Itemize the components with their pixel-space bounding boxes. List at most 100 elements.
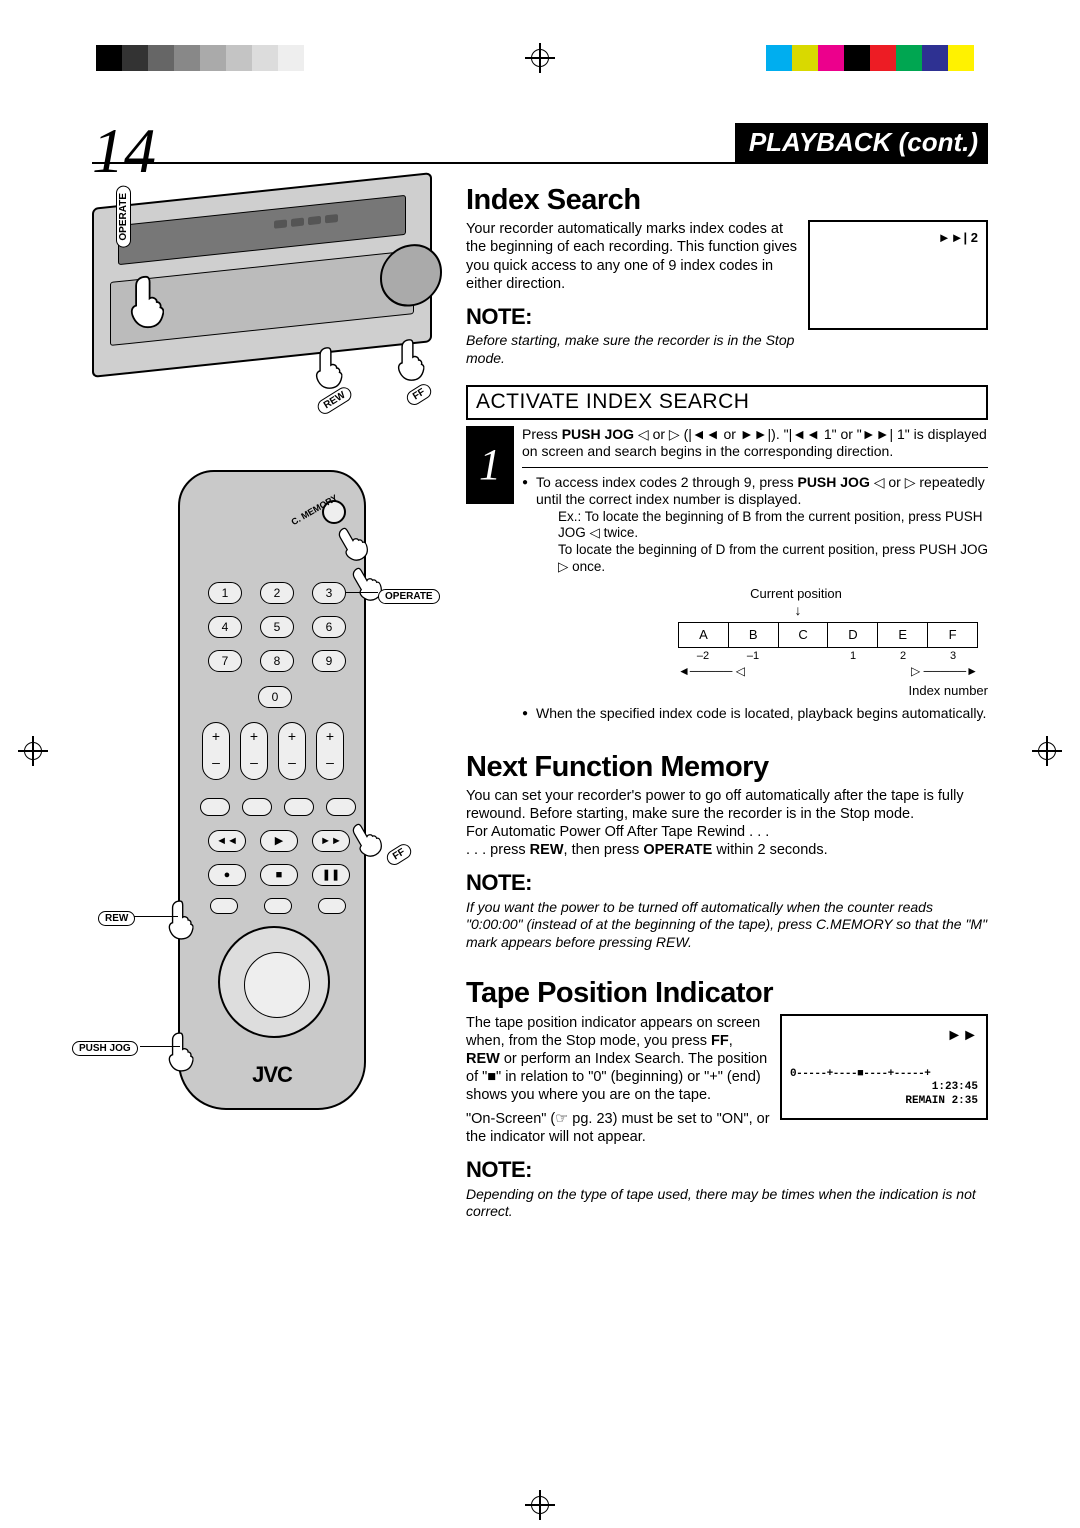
remote-key-0: 0	[258, 686, 292, 708]
hand-icon	[314, 346, 343, 391]
gray-swatch	[278, 45, 304, 71]
color-swatch	[792, 45, 818, 71]
osd-tape-time: 1:23:45	[790, 1081, 978, 1095]
index-cell: B	[729, 623, 779, 647]
index-cell: D	[828, 623, 878, 647]
step-body-main: Press PUSH JOG ◁ or ▷ (|◄◄ or ►►|). "|◄◄…	[522, 426, 988, 461]
remote-key-2: 2	[260, 582, 294, 604]
page-number: 14	[92, 114, 156, 188]
remote-illustration: 123456789 0 +–+–+–+– ◄◄▶►► ●■❚❚ JVC	[178, 470, 366, 1110]
color-swatches	[766, 45, 974, 71]
color-swatch	[922, 45, 948, 71]
registration-cross-right	[1032, 736, 1062, 766]
step-number: 1	[466, 426, 514, 504]
gray-swatch	[252, 45, 278, 71]
step-example-1: Ex.: To locate the beginning of B from t…	[558, 509, 988, 543]
registration-cross-left	[18, 736, 48, 766]
gray-swatch	[148, 45, 174, 71]
color-swatch	[870, 45, 896, 71]
remote-key-1: 1	[208, 582, 242, 604]
color-swatch	[818, 45, 844, 71]
step-activate-index-search: ACTIVATE INDEX SEARCH 1 Press PUSH JOG ◁…	[466, 385, 988, 726]
color-swatch	[766, 45, 792, 71]
remote-key-4: 4	[208, 616, 242, 638]
remote-transport-key: ■	[260, 864, 298, 886]
osd-tape-remain: REMAIN 2:35	[790, 1095, 978, 1109]
vcr-operate-label: OPERATE	[116, 186, 131, 248]
step-example-2: To locate the beginning of D from the cu…	[558, 542, 988, 576]
page: 1 4 PLAYBACK (cont.) OPERATE	[92, 120, 988, 1470]
hand-icon	[167, 1031, 194, 1073]
index-scale-tick: –2	[678, 650, 728, 664]
step-bullet-2: When the specified index code is located…	[522, 705, 988, 723]
remote-transport-key: ▶	[260, 830, 298, 852]
next-function-heading: Next Function Memory	[466, 749, 988, 785]
gray-swatch	[174, 45, 200, 71]
index-cell: A	[679, 623, 729, 647]
gray-swatch	[226, 45, 252, 71]
next-function-body1: You can set your recorder's power to go …	[466, 787, 988, 823]
index-number-label: Index number	[668, 683, 988, 699]
gray-swatch	[200, 45, 226, 71]
index-scale-tick: 1	[828, 650, 878, 664]
text-column: Index Search ►►| 2 Your recorder automat…	[466, 178, 988, 1221]
remote-key-8: 8	[260, 650, 294, 672]
remote-key-5: 5	[260, 616, 294, 638]
color-swatch	[844, 45, 870, 71]
index-cell: C	[779, 623, 829, 647]
index-cell: E	[878, 623, 928, 647]
registration-cross-bottom	[525, 1490, 555, 1520]
index-diagram: Current position ↓ ABCDEF –2–1123 ◄─────…	[668, 586, 988, 699]
brand-logo: JVC	[180, 1062, 364, 1088]
remote-transport-key: ●	[208, 864, 246, 886]
index-scale-tick: 3	[928, 650, 978, 664]
index-cell: F	[928, 623, 977, 647]
index-scale-tick: –1	[728, 650, 778, 664]
vcr-rew-label: REW	[315, 384, 355, 417]
remote-key-9: 9	[312, 650, 346, 672]
remote-key-3: 3	[312, 582, 346, 604]
vcr-ff-label: FF	[404, 381, 434, 408]
hand-icon	[167, 899, 194, 941]
hand-icon	[396, 338, 425, 383]
osd-tape-arrow: ►►	[790, 1026, 978, 1046]
step-title: ACTIVATE INDEX SEARCH	[466, 385, 988, 419]
remote-transport-key: ◄◄	[208, 830, 246, 852]
remote-ff-label: FF	[384, 841, 414, 868]
tape-position-note: Depending on the type of tape used, ther…	[466, 1186, 988, 1221]
remote-rew-label: REW	[98, 911, 135, 926]
color-swatch	[896, 45, 922, 71]
step-bullet-1: To access index codes 2 through 9, press…	[522, 474, 988, 577]
osd-tape-bar: 0-----+----■----+-----+	[790, 1068, 978, 1082]
gray-swatch	[304, 45, 330, 71]
remote-transport-key: ❚❚	[312, 864, 350, 886]
registration-cross-top	[525, 43, 555, 73]
note-label: NOTE:	[466, 869, 988, 897]
remote-operate-label: OPERATE	[378, 589, 440, 604]
section-header: PLAYBACK (cont.)	[735, 123, 988, 162]
print-registration-strip	[0, 45, 1080, 75]
illustration-column: OPERATE REW FF 123 456 789	[92, 178, 452, 1221]
hand-icon	[128, 274, 164, 330]
header-rule	[92, 162, 988, 164]
index-search-heading: Index Search	[466, 182, 988, 218]
remote-transport-key: ►►	[312, 830, 350, 852]
color-swatch	[948, 45, 974, 71]
index-scale-tick: 2	[878, 650, 928, 664]
current-position-label: Current position	[636, 586, 956, 602]
note-label: NOTE:	[466, 1156, 988, 1184]
next-function-body3: . . . press REW, then press OPERATE with…	[466, 841, 988, 859]
index-search-note: Before starting, make sure the recorder …	[466, 332, 988, 367]
gray-swatch	[122, 45, 148, 71]
grayscale-swatches	[96, 45, 330, 71]
next-function-note: If you want the power to be turned off a…	[466, 899, 988, 952]
tape-position-heading: Tape Position Indicator	[466, 975, 988, 1011]
next-function-body2: For Automatic Power Off After Tape Rewin…	[466, 823, 988, 841]
remote-key-7: 7	[208, 650, 242, 672]
osd-index-indicator: ►►| 2	[808, 220, 988, 330]
index-scale-tick	[778, 650, 828, 664]
remote-key-6: 6	[312, 616, 346, 638]
osd-index-text: ►►| 2	[938, 230, 978, 245]
osd-tape-indicator: ►► 0-----+----■----+-----+ 1:23:45 REMAI…	[780, 1014, 988, 1120]
gray-swatch	[96, 45, 122, 71]
